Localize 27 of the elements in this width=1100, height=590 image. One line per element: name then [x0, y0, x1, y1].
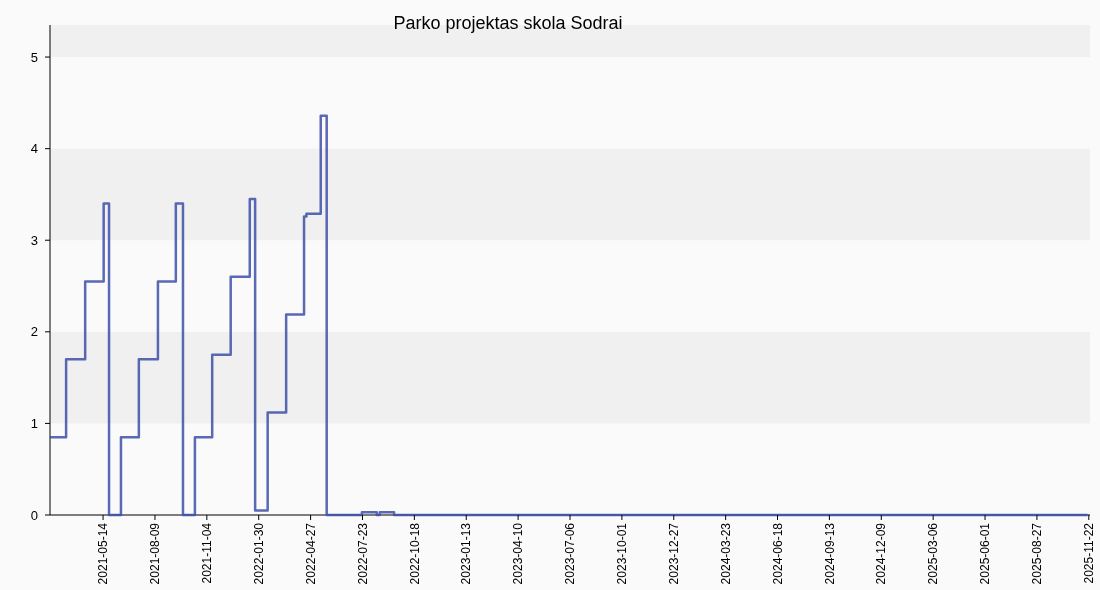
y-tick-label: 4: [30, 141, 38, 157]
x-tick-label: 2022-04-27: [303, 522, 318, 585]
y-tick-label: 0: [30, 507, 38, 523]
x-tick-label: 2023-07-06: [563, 522, 578, 585]
x-tick-label: 2023-04-10: [511, 522, 526, 585]
x-tick-label: 2025-11-22: [1082, 522, 1097, 584]
x-tick-label: 2024-12-09: [874, 522, 889, 585]
x-tick-label: 2024-03-23: [718, 522, 733, 585]
chart-title: Parko projektas skola Sodrai: [393, 13, 623, 33]
x-tick-label: 2021-11-04: [200, 522, 215, 584]
x-tick-label: 2024-09-13: [822, 522, 837, 585]
x-tick-label: 2023-10-01: [615, 522, 630, 585]
x-tick-label: 2022-07-23: [355, 522, 370, 585]
y-tick-label: 3: [30, 232, 38, 248]
x-tick-label: 2023-01-13: [459, 522, 474, 585]
x-tick-label: 2023-12-27: [666, 522, 681, 585]
x-tick-label: 2022-01-30: [251, 522, 266, 585]
x-tick-label: 2021-08-09: [148, 522, 163, 585]
y-tick-label: 1: [30, 415, 38, 431]
x-tick-label: 2022-10-18: [407, 522, 422, 585]
x-tick-label: 2025-08-27: [1030, 522, 1045, 585]
y-tick-label: 5: [30, 49, 38, 65]
y-tick-label: 2: [30, 324, 38, 340]
x-tick-label: 2024-06-18: [770, 522, 785, 585]
x-tick-label: 2021-05-14: [96, 522, 111, 585]
x-tick-label: 2025-03-06: [926, 522, 941, 585]
x-tick-label: 2025-06-01: [978, 522, 993, 585]
